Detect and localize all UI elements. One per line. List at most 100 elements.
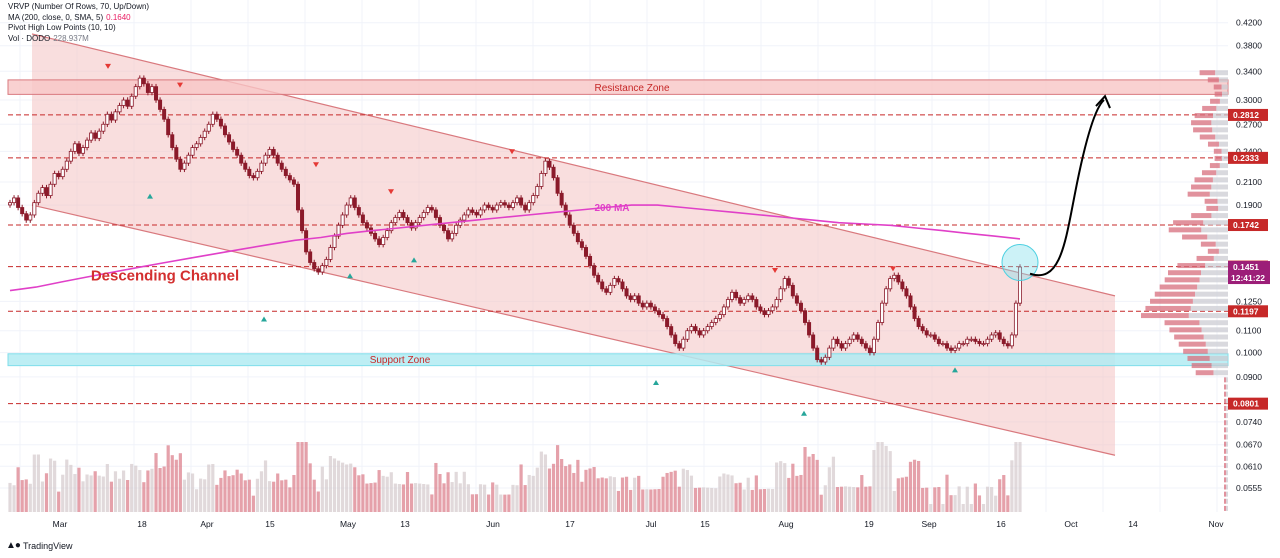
- volume-bar: [288, 487, 292, 512]
- profile-bar: [1219, 98, 1228, 104]
- volume-bar: [718, 476, 722, 512]
- candle-body: [190, 147, 195, 156]
- volume-bar: [547, 468, 552, 512]
- profile-bar: [1169, 327, 1202, 333]
- pivot-high-icon: [890, 266, 896, 272]
- profile-bar: [1226, 377, 1228, 383]
- candle-body: [608, 284, 613, 293]
- profile-bar: [1216, 105, 1228, 111]
- candle-body: [754, 299, 759, 308]
- volume-bar: [616, 490, 621, 512]
- profile-bar: [1207, 348, 1228, 354]
- volume-bar: [223, 470, 227, 512]
- profile-bar: [1226, 405, 1228, 411]
- tradingview-logo[interactable]: ▲● TradingView: [6, 540, 72, 551]
- volume-bar: [353, 467, 357, 512]
- candle-body: [985, 338, 990, 345]
- volume-bar: [689, 475, 694, 512]
- volume-bar: [795, 475, 799, 512]
- candle-body: [961, 343, 966, 346]
- volume-bar: [734, 483, 738, 512]
- candle-body: [803, 310, 808, 323]
- volume-bar: [385, 476, 389, 512]
- pivot-high-icon: [509, 149, 515, 155]
- volume-bar: [69, 464, 73, 512]
- volume-bar: [685, 470, 689, 512]
- price-tick: 0.1250: [1236, 296, 1262, 306]
- candle-body: [510, 202, 515, 208]
- volume-bar: [1018, 442, 1022, 512]
- legend-ma[interactable]: MA (200, close, 0, SMA, 5) 0.1640: [8, 12, 131, 22]
- candle-body: [259, 162, 264, 172]
- candle-body: [880, 302, 885, 323]
- price-tick: 0.1100: [1236, 326, 1262, 336]
- volume-bar: [503, 494, 507, 512]
- volume-bar: [381, 475, 385, 512]
- time-tick: 16: [996, 519, 1006, 529]
- candle-body: [588, 255, 593, 267]
- candle-body: [105, 113, 110, 125]
- price-tick: 0.0610: [1236, 461, 1262, 471]
- candle-body: [977, 341, 982, 345]
- profile-bar: [1201, 327, 1228, 333]
- volume-bar: [612, 477, 616, 512]
- candle-body: [328, 247, 333, 260]
- candle-body: [312, 262, 317, 270]
- candle-body: [697, 330, 702, 336]
- volume-bar: [121, 470, 126, 512]
- profile-bar: [1224, 491, 1227, 497]
- volume-bar: [803, 447, 807, 512]
- support-zone: [7, 353, 1229, 367]
- pivot-high-icon: [388, 189, 394, 195]
- candle-body: [669, 326, 674, 336]
- candle-body: [149, 86, 154, 93]
- tradingview-name: TradingView: [22, 540, 73, 551]
- profile-bar: [1226, 384, 1228, 390]
- candle-body: [76, 143, 81, 154]
- profile-bar: [1199, 277, 1228, 283]
- candle-body: [535, 186, 540, 196]
- profile-bar: [1214, 91, 1222, 97]
- candle-body: [685, 330, 690, 340]
- legend-pivots[interactable]: Pivot High Low Points (10, 10): [8, 23, 116, 32]
- candle-body: [239, 154, 244, 164]
- volume-bar: [981, 504, 986, 512]
- volume-bar: [130, 463, 134, 512]
- volume-bar: [458, 483, 462, 512]
- volume-bar: [12, 485, 16, 512]
- ma-value: 0.1640: [106, 12, 131, 22]
- candle-body: [478, 209, 483, 216]
- volume-bar: [105, 464, 109, 512]
- candle-body: [377, 238, 382, 245]
- legend-vrvp[interactable]: VRVP (Number Of Rows, 70, Up/Down): [8, 2, 150, 11]
- candle-body: [713, 318, 718, 323]
- candle-body: [218, 118, 223, 127]
- profile-bar: [1215, 134, 1228, 140]
- candle-body: [616, 278, 621, 283]
- volume-bar: [478, 484, 483, 512]
- volume-bar: [482, 484, 487, 512]
- candle-body: [831, 338, 836, 349]
- volume-bar: [308, 463, 312, 512]
- legend-volume[interactable]: Vol · DODO 228.937M: [8, 33, 89, 43]
- volume-bar: [85, 474, 89, 512]
- volume-bar: [669, 471, 673, 512]
- candle-body: [356, 207, 361, 216]
- candle-body: [705, 326, 710, 332]
- candle-body: [316, 268, 321, 273]
- candle-body: [247, 168, 252, 176]
- profile-bar: [1226, 427, 1228, 433]
- candle-body: [571, 224, 576, 234]
- volume-bar: [596, 478, 600, 512]
- price-tag: [1228, 108, 1268, 121]
- candle-body: [121, 99, 126, 106]
- profile-bar: [1221, 84, 1228, 90]
- profile-bar: [1150, 298, 1193, 304]
- time-tick: 14: [1128, 519, 1138, 529]
- candle-body: [170, 134, 175, 148]
- volume-bar: [568, 464, 572, 512]
- candle-body: [807, 322, 812, 336]
- profile-bar: [1213, 84, 1222, 90]
- volume-bar: [608, 476, 612, 512]
